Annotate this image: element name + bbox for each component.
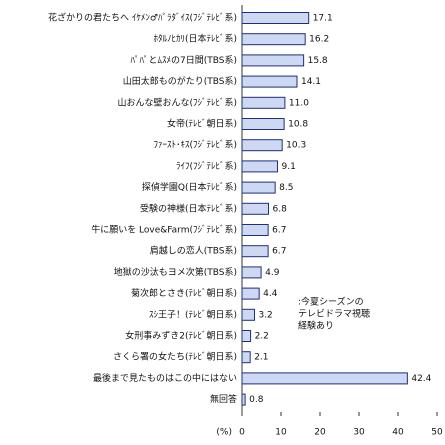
category-label: 菊次郎とさき(ﾃﾚﾋﾞ朝日系) (131, 287, 237, 299)
bar (241, 33, 306, 46)
x-tick-label: 40 (392, 428, 404, 438)
annotation: 経験あり (298, 320, 334, 332)
value-label: 6.7 (272, 226, 286, 236)
x-axis-label: (%) (216, 428, 232, 438)
category-label: 山田太郎ものがたり(TBS系) (123, 75, 237, 87)
value-label: 8.5 (279, 183, 293, 193)
value-label: 17.1 (313, 14, 333, 24)
category-label: 探偵学園Q(日本ﾃﾚﾋﾞ系) (142, 181, 237, 193)
bar (241, 139, 283, 152)
bar (241, 266, 262, 279)
value-label: 6.8 (273, 204, 288, 214)
x-tick-label: 20 (314, 428, 326, 438)
category-label: さくら署の女たち(ﾃﾚﾋﾞ朝日系) (113, 351, 237, 363)
bar (241, 160, 278, 173)
x-tick-label: 0 (239, 428, 245, 438)
bar (241, 202, 270, 215)
x-tick-label: 10 (275, 428, 287, 438)
value-label: 10.8 (288, 120, 308, 130)
value-label: 14.1 (301, 77, 321, 87)
category-label: 女刑事みずき2(ﾃﾚﾋﾞ朝日系) (125, 330, 237, 342)
value-label: 2.1 (254, 353, 268, 363)
bar (241, 330, 252, 342)
value-label: 15.8 (308, 56, 328, 66)
bar (241, 351, 251, 364)
category-label: 山おんな壁おんな(ﾌｼﾞﾃﾚﾋﾞ系) (117, 96, 237, 108)
value-label: 16.2 (309, 35, 329, 45)
bar (241, 245, 269, 258)
bar (241, 118, 285, 130)
bar (241, 224, 269, 236)
annotation-box (296, 295, 358, 349)
bar (241, 181, 276, 194)
annotation: :今夏シーズンの (298, 296, 364, 308)
category-label: ﾊﾟﾊﾟとﾑｽﾒの7日間(TBS系) (131, 55, 237, 66)
x-tick-label: 30 (353, 428, 365, 438)
category-label: ﾌｧｰｽﾄ･ｷｽ(ﾌｼﾞﾃﾚﾋﾞ系) (153, 140, 237, 151)
bar (241, 372, 408, 385)
value-label: 10.3 (286, 141, 306, 151)
value-label: 4.9 (265, 268, 280, 278)
category-label: 受験の神様(日本ﾃﾚﾋﾞ系) (140, 202, 237, 214)
value-label: 3.2 (258, 310, 272, 320)
category-label: ﾎﾀﾙﾉﾋｶﾘ(日本ﾃﾚﾋﾞ系) (153, 33, 237, 45)
annotation: テレビドラマ視聴 (298, 308, 370, 320)
bar (241, 75, 298, 88)
category-label: ﾗｲﾌ(ﾌｼﾞﾃﾚﾋﾞ系) (176, 161, 237, 172)
value-label: 0.8 (249, 395, 264, 405)
bar (241, 54, 305, 67)
value-label: 9.1 (281, 162, 295, 172)
bar (241, 287, 260, 300)
value-label: 2.2 (255, 332, 269, 342)
bar (241, 12, 310, 24)
value-label: 42.4 (411, 374, 431, 384)
category-label: 女帝(ﾃﾚﾋﾞ朝日系) (167, 118, 237, 130)
category-label: 最後まで見たものはこの中にはない (93, 372, 237, 384)
bar (241, 308, 255, 321)
category-label: 花ざかりの君たちへ ｲｹﾒﾝ♂ﾊﾟﾗﾀﾞｲｽ(ﾌｼﾞﾃﾚﾋﾞ系) (48, 12, 237, 24)
bar (241, 96, 286, 109)
value-label: 6.7 (272, 247, 286, 257)
x-tick-label: 50 (431, 428, 443, 438)
category-label: 無回答 (210, 393, 237, 405)
value-label: 4.4 (263, 289, 278, 299)
category-label: 牛に願いを Love&Farm(ﾌｼﾞﾃﾚﾋﾞ系) (91, 224, 237, 236)
category-label: 肩越しの恋人(TBS系) (150, 245, 237, 257)
bar (241, 393, 246, 406)
category-label: ｽｼ王子！(ﾃﾚﾋﾞ朝日系) (149, 309, 237, 320)
category-label: 地獄の沙汰もヨメ次第(TBS系) (114, 266, 237, 278)
value-label: 11.0 (289, 98, 309, 108)
